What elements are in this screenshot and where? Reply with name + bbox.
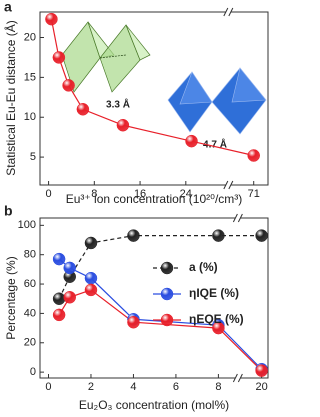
data-point (127, 315, 140, 329)
y-tick-label: 100 (18, 219, 36, 231)
x-tick-label: 8 (91, 188, 97, 200)
series-line (58, 289, 263, 372)
legend-label: ηEQE (%) (189, 312, 244, 326)
legend-marker (160, 313, 174, 327)
y-tick-label: 80 (24, 249, 36, 261)
octahedra-blue (167, 67, 267, 135)
axis-break (228, 7, 234, 17)
y-axis-label: Statistical Eu-Eu distance (Å) (3, 20, 18, 175)
data-point (52, 308, 66, 322)
data-point (84, 283, 98, 297)
y-axis-label: Percentage (%) (4, 256, 18, 339)
octahedron-face (179, 71, 213, 105)
data-point (116, 118, 130, 132)
axis-break (228, 180, 234, 190)
axis-break-gap (225, 183, 231, 187)
data-point (212, 321, 225, 335)
data-point (63, 261, 76, 275)
axis-break-gap (235, 216, 241, 220)
data-point (45, 12, 58, 26)
data-point (247, 149, 260, 162)
plot-frame (39, 11, 269, 186)
x-tick-label: 6 (173, 381, 179, 393)
data-point (255, 229, 268, 242)
legend-marker (160, 261, 174, 275)
data-point (63, 291, 76, 304)
x-axis-label: Eu³⁺ ion concentration (10²⁰/cm³) (66, 192, 243, 206)
octahedra-green (61, 21, 151, 93)
axis-break (237, 213, 243, 223)
y-tick-label: 5 (30, 151, 36, 163)
x-tick-label: 2 (88, 381, 94, 393)
x-axis-label: Eu₂O₃ concentration (mol%) (79, 398, 229, 412)
axis-break-gap (225, 10, 231, 14)
data-point (84, 236, 98, 250)
x-tick-label: 16 (134, 188, 146, 200)
data-point (52, 292, 66, 305)
annotation: 3.3 Å (106, 98, 130, 111)
plot-frame (39, 217, 269, 379)
data-point (62, 79, 75, 92)
data-point (127, 229, 140, 242)
y-tick-label: 40 (24, 307, 36, 319)
axis-break (232, 373, 238, 383)
data-point (84, 271, 98, 285)
x-tick-label: 71 (248, 188, 260, 200)
data-point (52, 51, 66, 64)
panel-label: b (4, 203, 13, 219)
axis-break-gap (235, 376, 241, 380)
legend-label: ηIQE (%) (189, 286, 239, 300)
y-tick-label: 15 (24, 71, 36, 83)
data-point (185, 134, 198, 148)
legend-marker (160, 287, 174, 301)
data-point (212, 229, 225, 242)
y-tick-label: 20 (24, 337, 36, 349)
octahedron-face (125, 24, 151, 61)
x-tick-label: 24 (180, 188, 192, 200)
axis-break (223, 7, 229, 17)
x-tick-label: 20 (256, 381, 268, 393)
panel-label: a (4, 0, 12, 15)
y-tick-label: 0 (30, 366, 36, 378)
octahedron-face (231, 67, 267, 103)
data-point (255, 364, 268, 377)
x-tick-label: 8 (215, 381, 221, 393)
bond (99, 54, 127, 59)
y-tick-label: 10 (24, 111, 36, 123)
data-point (52, 252, 66, 266)
legend-label: a (%) (189, 260, 218, 274)
y-tick-label: 20 (24, 31, 36, 43)
axis-break (232, 213, 238, 223)
x-tick-label: 4 (130, 381, 136, 393)
y-tick-label: 60 (24, 278, 36, 290)
data-point (76, 103, 90, 116)
x-tick-label: 0 (46, 188, 52, 200)
series-line (58, 235, 262, 299)
axis-break (237, 373, 243, 383)
axis-break (223, 180, 229, 190)
x-tick-label: 0 (45, 381, 51, 393)
